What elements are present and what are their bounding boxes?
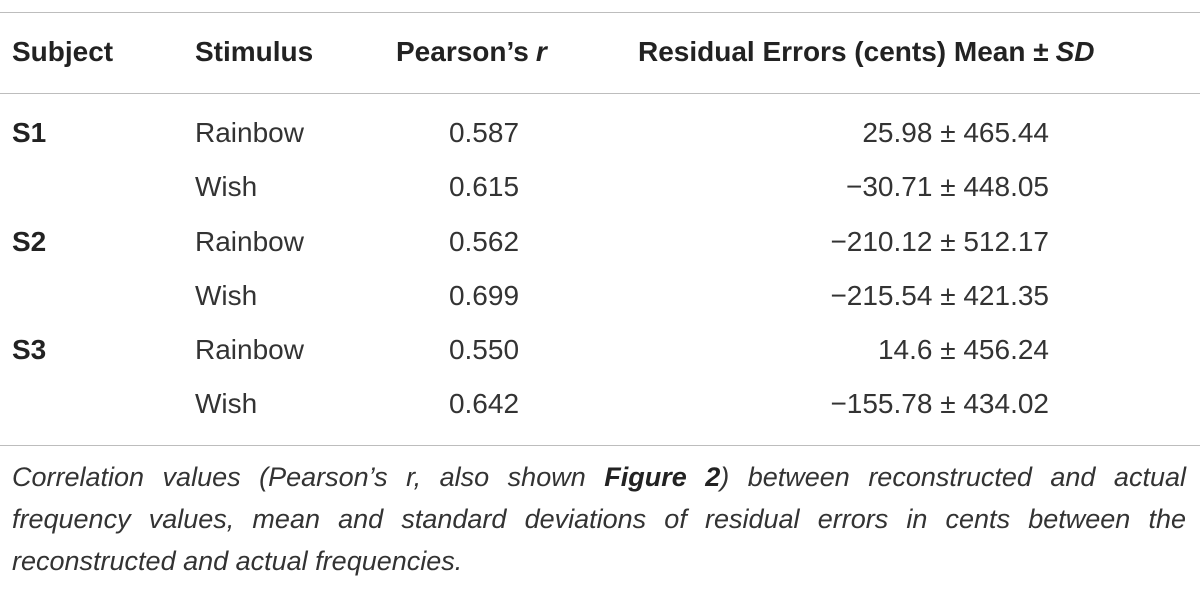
header-italic: SD bbox=[1055, 36, 1095, 67]
residual-cell: −210.12 ± 512.17 bbox=[830, 226, 1049, 257]
bottom-rule bbox=[0, 445, 1200, 446]
header-text: Residual Errors (cents) Mean ± bbox=[638, 36, 1049, 67]
caption-text: ) between reconstructed and actual frequ… bbox=[12, 462, 1186, 576]
header-cell: Subject bbox=[12, 34, 113, 70]
subject-cell: S1 bbox=[12, 117, 47, 148]
caption-figure-ref: Figure 2 bbox=[604, 462, 721, 492]
header-cell: Pearson’s r bbox=[396, 34, 547, 70]
stimulus-cell: Wish bbox=[195, 280, 258, 311]
pearson-cell: 0.562 bbox=[448, 226, 520, 257]
residual-cell: −215.54 ± 421.35 bbox=[830, 280, 1049, 311]
stimulus-cell: Rainbow bbox=[195, 334, 304, 365]
pearson-cell: 0.550 bbox=[448, 334, 520, 365]
header-italic: r bbox=[535, 36, 547, 67]
subject-cell: S2 bbox=[12, 226, 47, 257]
stimulus-cell: Wish bbox=[195, 171, 258, 202]
pearson-cell: 0.587 bbox=[448, 117, 520, 148]
header-text: Pearson’s bbox=[396, 36, 529, 67]
header-text: Subject bbox=[12, 36, 114, 67]
stimulus-cell: Wish bbox=[195, 388, 258, 419]
residual-cell: 14.6 ± 456.24 bbox=[877, 334, 1049, 365]
pearson-cell: 0.699 bbox=[448, 280, 520, 311]
stimulus-cell: Rainbow bbox=[195, 117, 304, 148]
caption: Correlation values (Pearson’s r, also sh… bbox=[12, 456, 1186, 582]
header-rule bbox=[0, 93, 1200, 94]
residual-cell: −30.71 ± 448.05 bbox=[846, 171, 1049, 202]
pearson-cell: 0.615 bbox=[448, 171, 520, 202]
caption-text: Correlation values (Pearson’s r, also sh… bbox=[12, 462, 605, 492]
stimulus-cell: Rainbow bbox=[195, 226, 304, 257]
pearson-cell: 0.642 bbox=[448, 388, 520, 419]
residual-cell: −155.78 ± 434.02 bbox=[830, 388, 1049, 419]
subject-cell: S3 bbox=[12, 334, 47, 365]
header-cell: Stimulus bbox=[195, 34, 313, 70]
header-text: Stimulus bbox=[195, 36, 314, 67]
header-cell: Residual Errors (cents) Mean ± SD bbox=[638, 34, 1095, 70]
residual-cell: 25.98 ± 465.44 bbox=[862, 117, 1049, 148]
top-rule bbox=[0, 12, 1200, 13]
